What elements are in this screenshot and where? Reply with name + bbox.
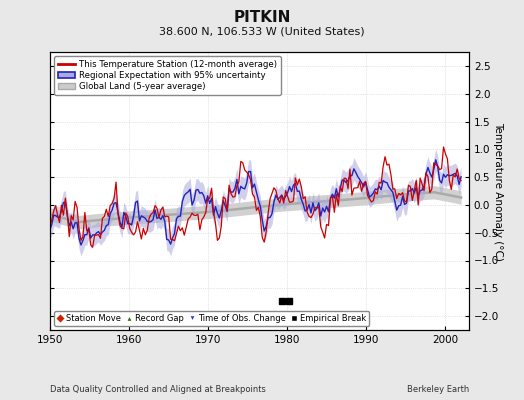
- Text: Berkeley Earth: Berkeley Earth: [407, 385, 469, 394]
- Text: 38.600 N, 106.533 W (United States): 38.600 N, 106.533 W (United States): [159, 26, 365, 36]
- Y-axis label: Temperature Anomaly (°C): Temperature Anomaly (°C): [494, 122, 504, 260]
- Text: PITKIN: PITKIN: [233, 10, 291, 25]
- Text: Data Quality Controlled and Aligned at Breakpoints: Data Quality Controlled and Aligned at B…: [50, 385, 266, 394]
- Legend: Station Move, Record Gap, Time of Obs. Change, Empirical Break: Station Move, Record Gap, Time of Obs. C…: [54, 311, 369, 326]
